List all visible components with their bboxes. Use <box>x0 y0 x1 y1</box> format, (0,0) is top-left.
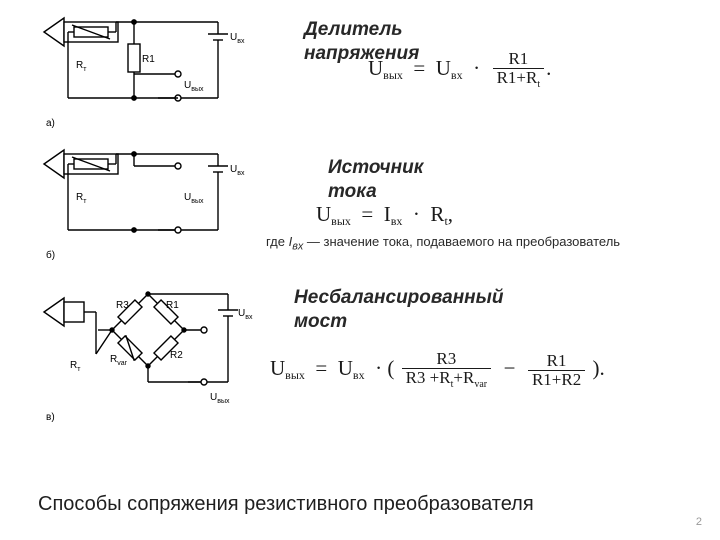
figure-caption: Способы сопряжения резистивного преобраз… <box>38 491 534 518</box>
svg-text:R3: R3 <box>116 300 129 311</box>
formula-bridge: Uвых = Uвх · ( R3 R3 +Rt+Rvar − R1 R1+R2… <box>270 350 605 390</box>
svg-text:Rт: Rт <box>76 60 87 73</box>
heading-bridge: Несбалансированный мост <box>294 286 503 334</box>
svg-text:Uвых: Uвых <box>184 192 204 205</box>
formula-current-source: Uвых = Iвх · Rt, <box>316 202 453 229</box>
svg-text:Rvar: Rvar <box>110 354 128 367</box>
svg-text:Uвх: Uвх <box>230 32 245 45</box>
note-current-source: где Iвх — значение тока, подаваемого на … <box>266 234 646 254</box>
svg-text:R1: R1 <box>166 300 179 311</box>
page-number: 2 <box>696 516 702 528</box>
svg-text:Uвых: Uвых <box>184 80 204 93</box>
diagram-c: Rт R3 R1 R2 Rvar Uвх Uвых в) <box>38 282 268 432</box>
diagram-a: Rт R1 Uвх Uвых а) <box>38 14 258 140</box>
diagram-letter-c: в) <box>46 412 55 423</box>
formula-voltage-divider: Uвых = Uвх · R1 R1+Rt . <box>368 50 551 90</box>
svg-text:Rт: Rт <box>76 192 87 205</box>
svg-text:Uвх: Uвх <box>238 308 253 321</box>
svg-text:R2: R2 <box>170 350 183 361</box>
diagram-b: Rт Uвх Uвых б) <box>38 146 258 272</box>
heading-current-source: Источник тока <box>328 156 423 204</box>
svg-text:Rт: Rт <box>70 360 81 373</box>
diagram-letter-b: б) <box>46 249 55 261</box>
svg-text:Uвх: Uвх <box>230 164 245 177</box>
svg-text:R1: R1 <box>142 54 155 65</box>
svg-text:Uвых: Uвых <box>210 392 230 405</box>
diagram-letter-a: а) <box>46 118 55 129</box>
